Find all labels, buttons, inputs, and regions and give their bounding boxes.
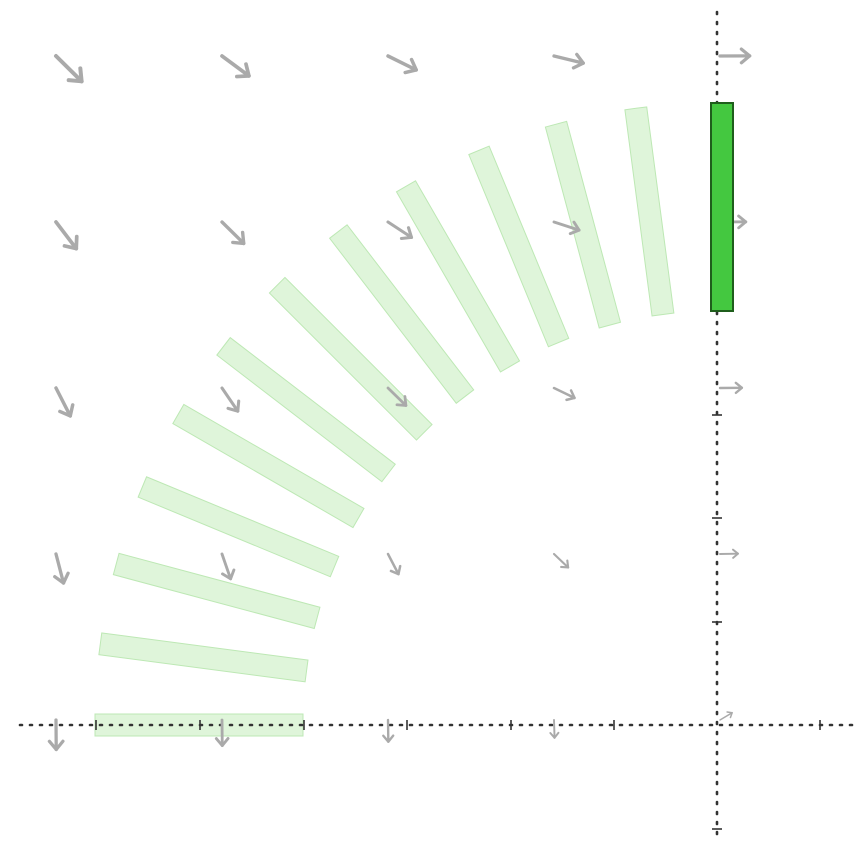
ghost-bar-rect <box>112 552 321 630</box>
arrow-icon <box>552 386 576 402</box>
ghost-bar-rect <box>268 276 433 441</box>
arrow-icon <box>386 220 414 241</box>
ghost-bar <box>268 276 433 441</box>
active-bar <box>710 102 734 312</box>
arrow-icon <box>719 548 739 559</box>
ghost-bar <box>112 552 321 630</box>
ghost-bar <box>395 180 521 373</box>
ghost-bar <box>172 403 365 529</box>
ghost-bar <box>468 145 570 348</box>
ghost-bar <box>544 120 622 329</box>
arrow-icon <box>214 718 230 747</box>
ghost-bar-rect <box>544 120 622 329</box>
ghost-bar <box>216 336 396 483</box>
arrow-icon <box>718 381 744 395</box>
ghost-bar <box>624 106 675 317</box>
arrow-icon <box>53 53 84 84</box>
active-bar-layer <box>710 102 734 312</box>
active-bar-rect <box>710 102 734 312</box>
arrow-icon <box>552 552 570 569</box>
ghost-bar-rect <box>395 180 521 373</box>
arrow-icon <box>382 718 395 743</box>
arrow-icon <box>220 552 236 581</box>
arrow-icon <box>386 386 408 407</box>
arrow-icon <box>54 386 75 418</box>
arrow-icon <box>220 386 241 413</box>
arrow-icon <box>386 54 418 75</box>
arrow-icon <box>386 552 402 576</box>
arrow-icon <box>54 220 79 251</box>
axis-layer <box>18 10 862 840</box>
ghost-bar <box>137 476 340 578</box>
ghost-bar-rect <box>137 476 340 578</box>
arrow-icon <box>220 220 246 246</box>
arrow-icon <box>53 552 70 585</box>
arrow-icon <box>47 718 65 752</box>
ghost-bar <box>98 632 309 683</box>
ghost-bar <box>328 224 475 404</box>
arrow-icon <box>719 711 733 721</box>
ghost-bar-rect <box>328 224 475 404</box>
ghost-bar-layer <box>94 106 675 737</box>
arrow-icon <box>220 54 251 79</box>
arrow-icon <box>549 719 560 739</box>
ghost-bar-rect <box>468 145 570 348</box>
ghost-bar-rect <box>98 632 309 683</box>
ghost-bar-rect <box>624 106 675 317</box>
arrow-icon <box>552 220 581 236</box>
arrow-icon <box>552 52 585 70</box>
ghost-bar-rect <box>216 336 396 483</box>
arrow-icon <box>718 47 752 65</box>
ghost-bar-rect <box>172 403 365 529</box>
